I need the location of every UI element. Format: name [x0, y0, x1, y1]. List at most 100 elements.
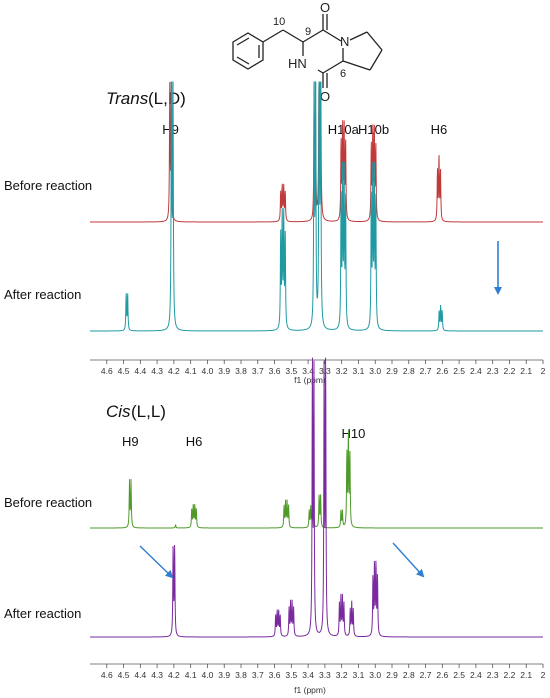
x-tick-label: 4.4: [134, 366, 146, 376]
x-tick-label: 3.2: [336, 366, 348, 376]
x-tick-label: 3.4: [302, 670, 314, 680]
bond-ring-c10: [262, 29, 284, 43]
x-tick-label: 3.0: [369, 670, 381, 680]
x-tick-label: 3.7: [252, 670, 264, 680]
x-tick-label: 3.0: [369, 366, 381, 376]
trans-title-rest: (L,D): [148, 89, 186, 108]
x-tick-label: 2.2: [504, 366, 516, 376]
cis-before-spectrum-line: [90, 430, 543, 529]
pyrrolidine-bond-2: [366, 31, 383, 51]
x-tick-label: 4.5: [118, 366, 130, 376]
bond-co-c6: [322, 60, 344, 74]
x-tick-label: 4.3: [151, 366, 163, 376]
x-tick-label: 3.3: [319, 366, 331, 376]
x-tick-label: 2.2: [504, 670, 516, 680]
trans-x-axis: 4.6 4.5 4.4 4.3 4.2 4.1 4.0 3.9 3.8 3.7 3.6 3.5 3.4 3…: [90, 359, 546, 376]
cis-x-axis-title: f1 (ppm): [294, 685, 326, 695]
x-tick-label: 3.7: [252, 366, 264, 376]
x-tick-label: 4.4: [134, 670, 146, 680]
x-tick-label: 3.6: [269, 670, 281, 680]
cis-after-label: After reaction: [4, 606, 81, 621]
atom-number-6: 6: [340, 68, 346, 80]
x-tick-label: 3.4: [302, 366, 314, 376]
peak-label-h9: H9: [122, 434, 139, 449]
x-tick-label: 2.8: [403, 670, 415, 680]
x-tick-label: 4.3: [151, 670, 163, 680]
benzene-double-bond-1: [236, 37, 250, 46]
trans-traces: [90, 81, 543, 332]
x-tick-label: 2.8: [403, 366, 415, 376]
x-tick-label: 2.7: [420, 366, 432, 376]
atom-n-label: N: [340, 34, 349, 49]
peak-label-h6: H6: [431, 122, 448, 137]
x-tick-label: 3.3: [319, 670, 331, 680]
x-tick-label: 4.2: [168, 366, 180, 376]
atom-number-10: 10: [273, 16, 285, 28]
pyrrolidine-bond-4: [342, 60, 371, 71]
x-tick-label: 2.5: [453, 366, 465, 376]
cis-title-italic: Cis: [106, 402, 131, 421]
x-tick-label: 4.1: [185, 366, 197, 376]
bond-co-n: [322, 29, 342, 42]
peak-label-h6: H6: [186, 434, 203, 449]
peak-label-h10b: H10b: [358, 122, 389, 137]
cis-h10-arrow: [392, 542, 425, 578]
x-tick-label: 2: [541, 670, 546, 680]
x-tick-label: 2.3: [487, 670, 499, 680]
x-tick-label: 3.2: [336, 670, 348, 680]
bond-c9-co: [302, 29, 324, 43]
benzene-double-bond-3: [236, 56, 250, 65]
pyrrolidine-bond-3: [369, 49, 383, 71]
trans-after-label: After reaction: [4, 287, 81, 302]
trans-peak-labels: H9 H10a H10b H6: [162, 122, 447, 137]
trans-after-spectrum-line: [90, 81, 543, 332]
x-tick-label: 2.3: [487, 366, 499, 376]
x-tick-label: 2.9: [386, 366, 398, 376]
x-tick-label: 4.1: [185, 670, 197, 680]
atom-o-top-label: O: [320, 0, 330, 15]
atom-number-9: 9: [305, 26, 311, 38]
x-tick-label: 4.2: [168, 670, 180, 680]
cis-title-rest: (L,L): [131, 402, 166, 421]
x-tick-label: 2.7: [420, 670, 432, 680]
x-tick-label: 3.9: [218, 366, 230, 376]
x-tick-label: 3.5: [285, 366, 297, 376]
cis-traces: [90, 357, 543, 638]
bond-c10-c9: [282, 29, 304, 43]
x-tick-label: 3.6: [269, 366, 281, 376]
x-tick-label: 3.8: [235, 366, 247, 376]
x-tick-label: 3.1: [353, 670, 365, 680]
atom-hn-label: HN: [288, 56, 307, 71]
x-tick-label: 2.4: [470, 670, 482, 680]
x-tick-label: 2.1: [520, 366, 532, 376]
x-tick-label: 4.0: [202, 366, 214, 376]
x-tick-label: 3.1: [353, 366, 365, 376]
x-tick-label: 2.6: [436, 366, 448, 376]
atom-o-bottom-label: O: [320, 89, 330, 104]
cis-h9-arrow: [139, 545, 174, 579]
bond-nh-co: [317, 69, 324, 74]
x-tick-label: 2.5: [453, 670, 465, 680]
x-tick-label: 3.8: [235, 670, 247, 680]
x-tick-label: 4.0: [202, 670, 214, 680]
cis-peak-labels: H9 H6 H10: [122, 426, 365, 449]
trans-title-italic: Trans: [106, 89, 149, 108]
cis-panel: Cis (L,L) Before reaction After reaction…: [4, 357, 546, 695]
benzene-ring: [232, 32, 264, 70]
x-tick-label: 2: [541, 366, 546, 376]
x-tick-label: 2.6: [436, 670, 448, 680]
trans-x-axis-title: f1 (ppm): [294, 375, 326, 385]
peak-label-h10: H10: [341, 426, 365, 441]
trans-panel: Trans (L,D) Before reaction After reacti…: [4, 81, 546, 385]
x-tick-label: 2.1: [520, 670, 532, 680]
cis-after-spectrum-line: [90, 357, 543, 638]
x-tick-label: 4.6: [101, 670, 113, 680]
cis-x-axis: 4.6 4.5 4.4 4.3 4.2 4.1 4.0 3.9 3.8 3.7 3.6 3.5 3.4 3…: [90, 663, 546, 680]
x-tick-label: 2.4: [470, 366, 482, 376]
x-tick-label: 3.9: [218, 670, 230, 680]
trans-before-label: Before reaction: [4, 178, 92, 193]
x-tick-label: 2.9: [386, 670, 398, 680]
pyrrolidine-bond-1: [349, 31, 368, 41]
x-tick-label: 4.5: [118, 670, 130, 680]
